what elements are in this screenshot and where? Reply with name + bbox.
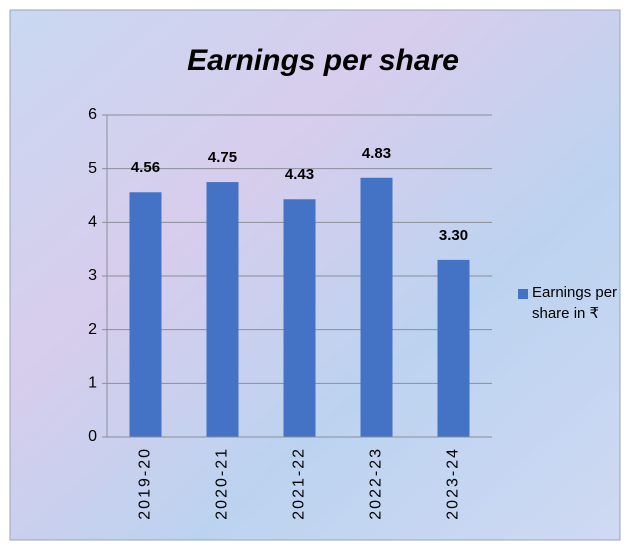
plot-area: 0 1 2 3 4 5 6 2019-20 4.56 2020-21 4.75 2021-22 4.43… — [88, 106, 492, 520]
x-tick-label: 2022-23 — [368, 447, 385, 520]
y-tick-label: 5 — [88, 160, 97, 177]
x-tick-label: 2020-21 — [214, 447, 231, 520]
legend-label: Earnings per share in ₹ — [532, 284, 618, 322]
x-tick-label: 2023-24 — [445, 447, 462, 520]
legend-swatch — [518, 289, 528, 299]
y-tick-label: 0 — [88, 428, 97, 445]
bar — [283, 199, 316, 437]
x-tick-label: 2021-22 — [291, 447, 308, 520]
x-tick-label: 2019-20 — [137, 447, 154, 520]
bar — [206, 182, 239, 437]
data-label: 3.30 — [439, 227, 468, 244]
y-tick-label: 2 — [88, 321, 97, 338]
chart-title: Earnings per share — [187, 44, 459, 77]
data-label: 4.75 — [208, 149, 237, 166]
y-tick-label: 1 — [88, 375, 97, 392]
bar — [360, 177, 393, 438]
legend: Earnings per share in ₹ — [532, 284, 618, 322]
y-tick-label: 6 — [88, 106, 97, 123]
bar — [437, 259, 470, 437]
y-tick-label: 4 — [88, 214, 97, 231]
y-tick-label: 3 — [88, 267, 97, 284]
data-label: 4.43 — [285, 166, 314, 183]
data-label: 4.83 — [362, 145, 391, 162]
data-label: 4.56 — [131, 159, 160, 176]
bar — [129, 192, 162, 437]
